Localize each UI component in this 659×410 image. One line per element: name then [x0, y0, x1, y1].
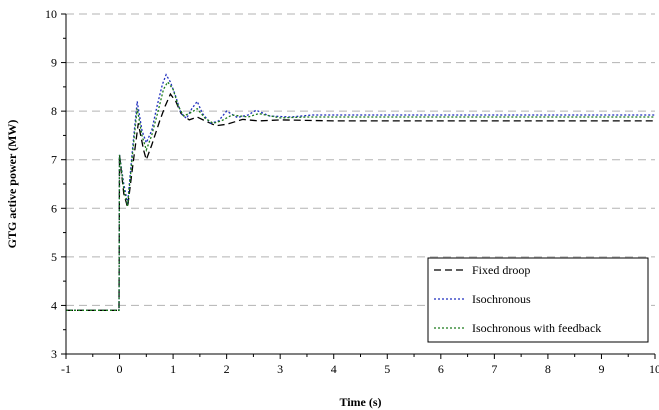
x-tick-label: 9: [598, 362, 604, 376]
axes: [61, 13, 656, 359]
y-tick-label: 9: [51, 56, 57, 70]
x-tick-label: 0: [117, 362, 123, 376]
series-lines: [66, 73, 655, 311]
y-tick-label: 10: [45, 7, 57, 21]
x-tick-label: 1: [170, 362, 176, 376]
series-line-3: [66, 80, 655, 311]
x-tick-label: 8: [545, 362, 551, 376]
x-tick-label: -1: [61, 362, 71, 376]
series-line-1: [66, 92, 655, 311]
x-tick-label: 4: [331, 362, 337, 376]
x-tick-label: 7: [491, 362, 497, 376]
legend-label-2: Isochronous: [472, 292, 531, 306]
y-tick-label: 8: [51, 104, 57, 118]
x-tick-label: 2: [224, 362, 230, 376]
y-tick-label: 5: [51, 250, 57, 264]
legend-label-1: Fixed droop: [472, 263, 530, 277]
gridlines: [66, 13, 655, 306]
legend: Fixed droop Isochronous Isochronous with f…: [427, 257, 649, 343]
x-tick-label: 5: [384, 362, 390, 376]
y-tick-label: 3: [51, 347, 57, 361]
x-axis-title: Time (s): [339, 395, 381, 409]
x-tick-label: 10: [649, 362, 659, 376]
tick-labels: -1 0 1 2 3 4 5 6 7 8 9 10 3 4 5 6 7 8 9 10: [45, 7, 659, 376]
legend-box: [427, 257, 649, 343]
y-tick-label: 6: [51, 201, 57, 215]
y-tick-label: 7: [51, 153, 57, 167]
x-tick-label: 3: [277, 362, 283, 376]
x-tick-label: 6: [438, 362, 444, 376]
y-axis-title: GTG active power (MW): [5, 120, 19, 249]
y-tick-label: 4: [51, 298, 57, 312]
legend-label-3: Isochronous with feedback: [472, 321, 601, 335]
